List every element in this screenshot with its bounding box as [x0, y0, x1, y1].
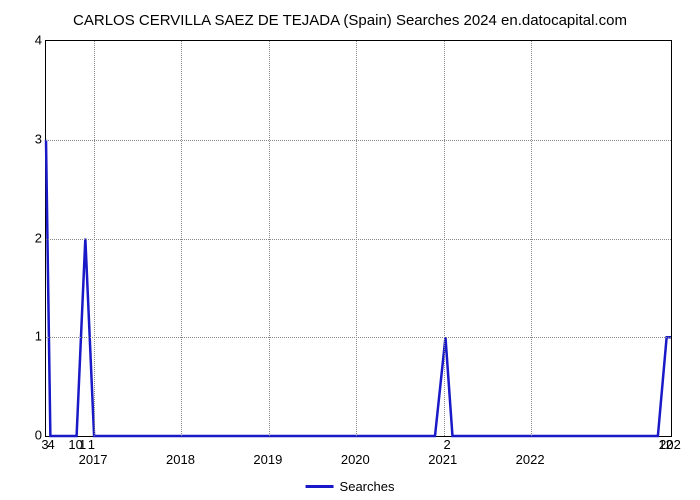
x-tick-year: 2017 [79, 452, 108, 467]
legend: Searches [306, 479, 395, 494]
x-tick-value: 4 [47, 437, 54, 452]
chart-title: CARLOS CERVILLA SAEZ DE TEJADA (Spain) S… [0, 0, 700, 29]
y-tick-label: 2 [35, 230, 42, 245]
grid-line-v [444, 41, 445, 436]
y-tick-label: 3 [35, 131, 42, 146]
x-tick-value: 1 [88, 437, 95, 452]
grid-line-h [46, 337, 671, 338]
x-tick-value: 2 [443, 437, 450, 452]
x-tick-year: 2018 [166, 452, 195, 467]
grid-line-h [46, 239, 671, 240]
legend-label: Searches [340, 479, 395, 494]
y-tick-label: 1 [35, 329, 42, 344]
x-tick-year: 2022 [516, 452, 545, 467]
series-line [46, 140, 671, 436]
grid-line-v [94, 41, 95, 436]
x-tick-year: 2021 [428, 452, 457, 467]
grid-line-v [531, 41, 532, 436]
legend-swatch [306, 485, 334, 488]
x-tick-value: 202 [659, 437, 681, 452]
grid-line-h [46, 140, 671, 141]
x-tick-value: 1 [79, 437, 86, 452]
y-tick-label: 4 [35, 33, 42, 48]
plot-area [45, 40, 672, 437]
grid-line-v [356, 41, 357, 436]
grid-line-v [269, 41, 270, 436]
x-tick-year: 2019 [253, 452, 282, 467]
grid-line-v [181, 41, 182, 436]
x-tick-year: 2020 [341, 452, 370, 467]
chart-container: CARLOS CERVILLA SAEZ DE TEJADA (Spain) S… [0, 0, 700, 500]
